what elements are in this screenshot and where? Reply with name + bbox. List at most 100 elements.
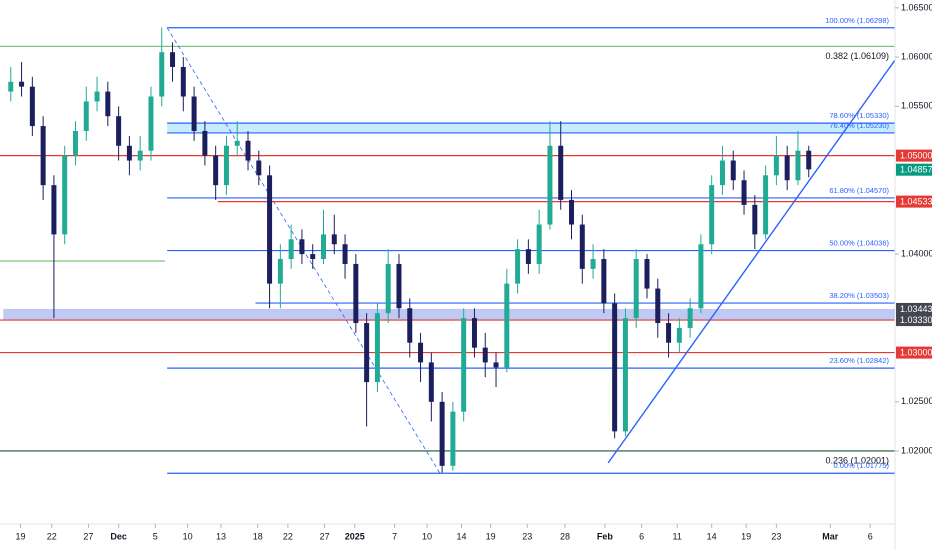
candle-body	[709, 185, 715, 245]
price-tag	[896, 163, 932, 176]
candle-body	[558, 145, 564, 200]
candle-body	[428, 362, 434, 402]
candle-body	[655, 288, 661, 324]
candle-body	[51, 185, 57, 235]
candle-body	[180, 66, 186, 97]
level-label: 100.00% (1.06298)	[825, 16, 889, 25]
candle-body	[191, 96, 197, 131]
y-tick-label: 1.02000	[901, 445, 932, 455]
candle-body	[245, 140, 251, 161]
candle-body	[331, 234, 337, 245]
x-tick-label: Dec	[110, 531, 127, 541]
candle-body	[288, 239, 294, 260]
candle-body	[612, 303, 618, 432]
x-tick-label: 28	[560, 531, 570, 541]
candle-body	[320, 234, 326, 260]
x-tick-label: 10	[183, 531, 193, 541]
x-tick-label: Feb	[597, 531, 614, 541]
candle-body	[471, 318, 477, 348]
candle-body	[94, 91, 100, 102]
price-tag	[896, 195, 932, 208]
x-tick-label: 10	[422, 531, 432, 541]
candle-body	[126, 145, 132, 161]
candle-body	[137, 150, 143, 161]
candle-body	[40, 126, 46, 186]
candle-body	[267, 175, 273, 284]
trend-line	[607, 59, 896, 464]
x-tick-label: 23	[771, 531, 781, 541]
level-label: 61.80% (1.04570)	[829, 186, 889, 195]
candle-body	[170, 52, 176, 67]
price-tag-label: 1.04857	[900, 165, 932, 175]
level-label: 0.236 (1.02001)	[825, 455, 889, 465]
x-tick-label: 27	[83, 531, 93, 541]
x-tick-label: 19	[486, 531, 496, 541]
candle-body	[364, 323, 370, 383]
candle-body	[385, 263, 391, 314]
candle-body	[83, 101, 89, 131]
x-tick-label: 6	[639, 531, 644, 541]
x-tick-label: 2025	[345, 531, 365, 541]
x-tick-label: 22	[283, 531, 293, 541]
candle-body	[19, 81, 25, 87]
candle-body	[418, 342, 424, 363]
candle-body	[622, 318, 628, 432]
x-tick-label: 23	[522, 531, 532, 541]
price-tag-label: 1.03443	[900, 304, 932, 314]
price-tag-label: 1.05000	[900, 150, 932, 160]
candle-body	[202, 130, 208, 156]
candle-body	[353, 263, 359, 324]
candle-body	[116, 116, 122, 146]
candle-body	[601, 259, 607, 304]
x-tick-label: 7	[392, 531, 397, 541]
price-axis	[895, 0, 932, 550]
x-tick-label: 18	[253, 531, 263, 541]
x-tick-label: 14	[457, 531, 467, 541]
candle-body	[590, 259, 596, 269]
candle-body	[676, 327, 682, 343]
candle-body	[213, 155, 219, 186]
x-tick-label: 5	[153, 531, 158, 541]
candle-body	[310, 254, 316, 260]
candle-body	[277, 259, 283, 284]
candle-body	[62, 155, 68, 235]
x-tick-label: 14	[707, 531, 717, 541]
candle-body	[8, 81, 14, 92]
y-tick-label: 1.02500	[901, 396, 932, 406]
candle-body	[569, 199, 575, 225]
x-tick-label: Mar	[822, 531, 839, 541]
price-tag-label: 1.04533	[900, 196, 932, 206]
candle-body	[504, 283, 510, 368]
level-label: 0.382 (1.06109)	[825, 51, 889, 61]
price-tag	[896, 346, 932, 359]
candle-body	[105, 91, 111, 117]
candle-body	[666, 323, 672, 343]
level-label: 78.60% (1.05330)	[829, 111, 889, 120]
x-tick-label: 11	[673, 531, 682, 541]
level-label: 38.20% (1.03503)	[829, 291, 889, 300]
candle-body	[299, 239, 305, 255]
price-tag	[896, 314, 932, 327]
candle-body	[396, 263, 402, 309]
candle-body	[159, 52, 165, 97]
zone-band	[3, 308, 896, 321]
candle-body	[773, 155, 779, 176]
y-tick-label: 1.05500	[901, 101, 932, 111]
candle-body	[579, 224, 585, 269]
price-tag	[896, 302, 932, 315]
candle-body	[148, 96, 154, 151]
candle-body	[525, 249, 531, 264]
candle-body	[536, 224, 542, 264]
candle-body	[407, 308, 413, 343]
level-label: 0.00% (1.01775)	[834, 461, 890, 470]
candle-body	[461, 318, 467, 412]
y-tick-label: 1.06500	[901, 2, 932, 12]
candle-body	[234, 140, 240, 146]
candle-body	[698, 244, 704, 309]
candle-body	[730, 160, 736, 181]
candle-body	[256, 160, 262, 176]
candle-body	[29, 86, 35, 127]
